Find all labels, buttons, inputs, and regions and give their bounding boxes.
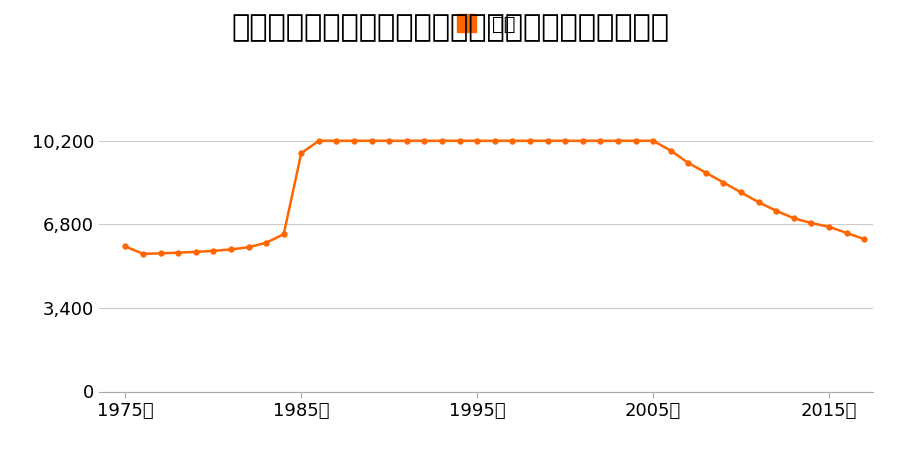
Text: 北海道白老郡白老町字虎杖浜１８３番２５の地価推移: 北海道白老郡白老町字虎杖浜１８３番２５の地価推移	[231, 14, 669, 42]
Legend: 価格: 価格	[449, 6, 523, 41]
